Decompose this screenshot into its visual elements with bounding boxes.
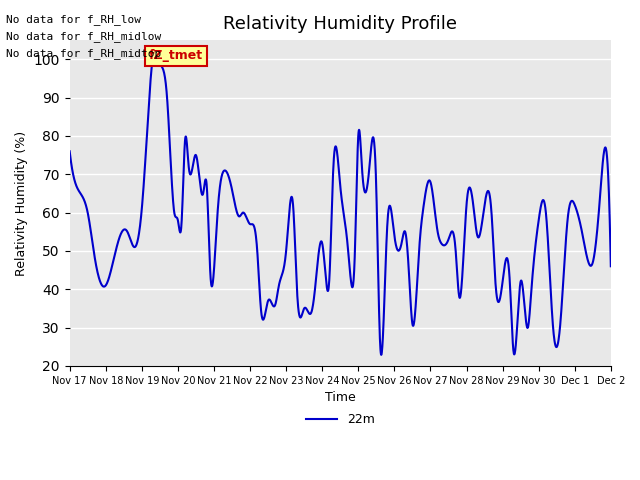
Text: No data for f_RH_midtop: No data for f_RH_midtop	[6, 48, 162, 59]
Line: 22m: 22m	[70, 52, 611, 355]
X-axis label: Time: Time	[325, 391, 356, 404]
22m	[329, 170, 337, 176]
Legend: 22m: 22m	[301, 408, 380, 432]
22m	[315, 250, 323, 256]
22m	[93, 268, 101, 274]
Y-axis label: Relativity Humidity (%): Relativity Humidity (%)	[15, 131, 28, 276]
Text: fZ_tmet: fZ_tmet	[149, 49, 203, 62]
22m	[378, 352, 385, 358]
22m	[151, 49, 159, 55]
22m	[592, 242, 600, 248]
Text: No data for f_RH_low: No data for f_RH_low	[6, 14, 141, 25]
Text: No data for f_RH_midlow: No data for f_RH_midlow	[6, 31, 162, 42]
22m	[607, 264, 614, 269]
22m	[591, 244, 599, 250]
22m	[492, 290, 500, 296]
Title: Relativity Humidity Profile: Relativity Humidity Profile	[223, 15, 457, 33]
22m	[66, 148, 74, 154]
